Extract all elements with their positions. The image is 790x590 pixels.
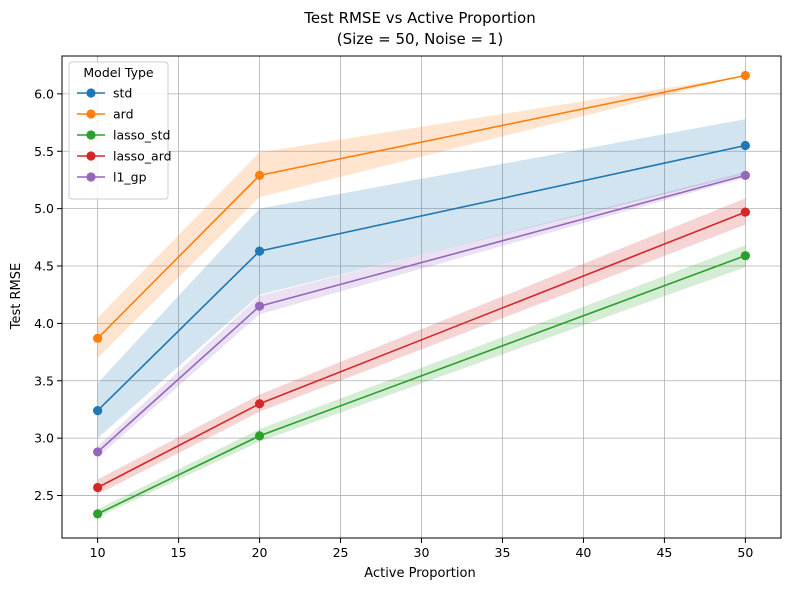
- legend-swatch-marker: [86, 130, 96, 140]
- legend-title: Model Type: [83, 65, 154, 80]
- confidence-bands: [97, 75, 746, 518]
- x-tick-label: 30: [414, 545, 430, 560]
- y-tick-label: 5.0: [34, 201, 54, 216]
- legend-swatch-marker: [86, 172, 96, 182]
- legend-entry-lasso_ard: lasso_ard: [113, 149, 172, 164]
- x-tick-label: 40: [575, 545, 591, 560]
- x-tick-label: 25: [333, 545, 349, 560]
- legend-entry-ard: ard: [113, 107, 134, 122]
- legend-swatch-marker: [86, 151, 96, 161]
- data-point-std: [93, 406, 103, 416]
- x-tick-label: 50: [737, 545, 753, 560]
- grid: [62, 56, 781, 538]
- series-lines: [93, 70, 750, 519]
- y-tick-label: 6.0: [34, 86, 54, 101]
- y-tick-label: 3.5: [34, 373, 54, 388]
- legend-swatch-marker: [86, 109, 96, 119]
- data-point-ard: [93, 333, 103, 343]
- y-tick-label: 4.5: [34, 259, 54, 274]
- data-point-l1_gp: [254, 301, 265, 311]
- confidence-band-lasso_std: [97, 245, 746, 518]
- data-point-lasso_std: [93, 509, 103, 519]
- legend-entry-lasso_std: lasso_std: [113, 128, 170, 143]
- x-tick-label: 45: [656, 545, 672, 560]
- data-point-ard: [254, 170, 265, 180]
- axes: 10 15 20 25 30 35 40 45 50 2.5 3.0 3.5 4.0 4.5 5.0 5.5 6…: [34, 55, 782, 560]
- confidence-band-lasso_ard: [97, 198, 746, 495]
- x-tick-label: 20: [252, 545, 268, 560]
- x-tick-label: 35: [495, 545, 511, 560]
- chart-title: Test RMSE vs Active Proportion: [303, 9, 535, 27]
- y-tick-label: 2.5: [34, 488, 54, 503]
- data-point-l1_gp: [740, 170, 750, 180]
- data-point-l1_gp: [93, 447, 103, 457]
- y-tick-label: 3.0: [34, 431, 54, 446]
- chart-subtitle: (Size = 50, Noise = 1): [337, 30, 503, 48]
- legend-entry-std: std: [113, 86, 132, 101]
- data-point-lasso_std: [254, 431, 265, 441]
- confidence-band-ard: [97, 75, 746, 358]
- data-point-lasso_ard: [740, 207, 750, 217]
- data-point-ard: [740, 70, 750, 81]
- x-axis-label: Active Proportion: [364, 566, 475, 581]
- data-point-lasso_ard: [254, 399, 265, 409]
- confidence-band-std: [97, 119, 746, 439]
- data-point-lasso_std: [740, 251, 750, 261]
- data-point-std: [740, 140, 750, 151]
- data-point-lasso_ard: [93, 482, 103, 493]
- legend-entry-l1_gp: l1_gp: [113, 170, 147, 185]
- data-point-std: [254, 246, 265, 256]
- legend: Model Type std ard lasso_std lasso_ard l1_gp: [68, 61, 172, 200]
- legend-swatch-marker: [86, 88, 96, 98]
- x-tick-label: 10: [90, 545, 106, 560]
- y-tick-label: 5.5: [34, 144, 54, 159]
- y-tick-label: 4.0: [34, 316, 54, 331]
- x-tick-label: 15: [171, 545, 187, 560]
- y-axis-label: Test RMSE: [9, 263, 24, 330]
